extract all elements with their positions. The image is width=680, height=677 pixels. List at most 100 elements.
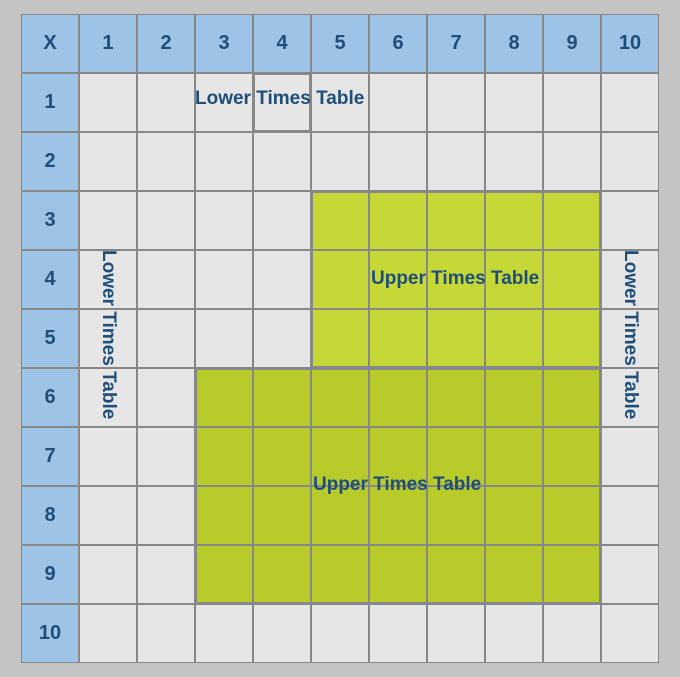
grid-cell [369, 132, 427, 191]
grid-cell [543, 545, 601, 604]
col-header: 8 [485, 14, 543, 73]
grid-cell [79, 486, 137, 545]
row-header: 5 [21, 309, 79, 368]
grid-cell [543, 604, 601, 663]
grid-cell [427, 545, 485, 604]
grid-cell [137, 73, 195, 132]
grid-cell [137, 486, 195, 545]
grid-cell [485, 427, 543, 486]
grid-cell [311, 73, 369, 132]
grid-cell [427, 427, 485, 486]
grid-cell [79, 368, 137, 427]
grid-cell [427, 191, 485, 250]
grid-cell [137, 427, 195, 486]
grid-cell [137, 545, 195, 604]
grid-cell [311, 427, 369, 486]
grid-cell [543, 486, 601, 545]
grid-cell [195, 427, 253, 486]
grid-cell [311, 309, 369, 368]
grid-cell [427, 486, 485, 545]
grid-cell [79, 250, 137, 309]
grid-cell [543, 368, 601, 427]
grid-cell [253, 486, 311, 545]
grid-cell [485, 250, 543, 309]
grid-cell [311, 368, 369, 427]
grid-cell [543, 73, 601, 132]
grid-cell [195, 73, 253, 132]
grid-cell [543, 191, 601, 250]
grid-cell [369, 486, 427, 545]
row-header: 8 [21, 486, 79, 545]
grid-cell [195, 368, 253, 427]
grid-cell [427, 250, 485, 309]
grid-cell [311, 486, 369, 545]
grid-cell [601, 604, 659, 663]
grid-cell [195, 132, 253, 191]
row-header: 6 [21, 368, 79, 427]
grid-cell [485, 368, 543, 427]
grid-cell [543, 132, 601, 191]
grid-cell [485, 309, 543, 368]
grid-cell [543, 250, 601, 309]
grid-cell [601, 191, 659, 250]
grid-cell [601, 250, 659, 309]
grid-cell [311, 545, 369, 604]
grid-cell [253, 545, 311, 604]
col-header: 1 [79, 14, 137, 73]
grid-cell [253, 604, 311, 663]
grid-cell [601, 73, 659, 132]
grid-cell [137, 250, 195, 309]
row-header: 2 [21, 132, 79, 191]
grid-cell [253, 427, 311, 486]
grid-cell [311, 604, 369, 663]
grid-cell [485, 191, 543, 250]
row-header: 4 [21, 250, 79, 309]
row-header: 10 [21, 604, 79, 663]
col-header: 9 [543, 14, 601, 73]
grid-cell [137, 191, 195, 250]
grid-cell [369, 368, 427, 427]
row-header: 3 [21, 191, 79, 250]
grid-cell [253, 132, 311, 191]
grid-cell [427, 132, 485, 191]
grid-cell [601, 486, 659, 545]
grid-cell [79, 604, 137, 663]
col-header: 4 [253, 14, 311, 73]
grid-cell [195, 309, 253, 368]
grid-cell [601, 427, 659, 486]
row-header: 9 [21, 545, 79, 604]
grid-cell [427, 73, 485, 132]
grid-cell [427, 604, 485, 663]
grid-cell [79, 132, 137, 191]
grid-cell [311, 191, 369, 250]
corner-header: X [21, 14, 79, 73]
grid-cell [253, 73, 311, 132]
grid-cell [485, 486, 543, 545]
grid-cell [427, 309, 485, 368]
grid-cell [195, 191, 253, 250]
grid-cell [79, 309, 137, 368]
grid-cell [369, 427, 427, 486]
col-header: 5 [311, 14, 369, 73]
grid-cell [601, 132, 659, 191]
grid-cell [369, 191, 427, 250]
col-header: 3 [195, 14, 253, 73]
grid-cell [253, 309, 311, 368]
row-header: 7 [21, 427, 79, 486]
grid-cell [195, 250, 253, 309]
grid-cell [137, 368, 195, 427]
grid-cell [137, 132, 195, 191]
row-header: 1 [21, 73, 79, 132]
grid-cell [485, 545, 543, 604]
grid-cell [79, 73, 137, 132]
grid-cell [369, 604, 427, 663]
col-header: 6 [369, 14, 427, 73]
grid-cell [601, 368, 659, 427]
grid-cell [195, 486, 253, 545]
grid-cell [369, 545, 427, 604]
grid-cell [543, 427, 601, 486]
grid-cell [485, 73, 543, 132]
grid-cell [195, 545, 253, 604]
grid-cell [485, 604, 543, 663]
grid-cell [253, 368, 311, 427]
